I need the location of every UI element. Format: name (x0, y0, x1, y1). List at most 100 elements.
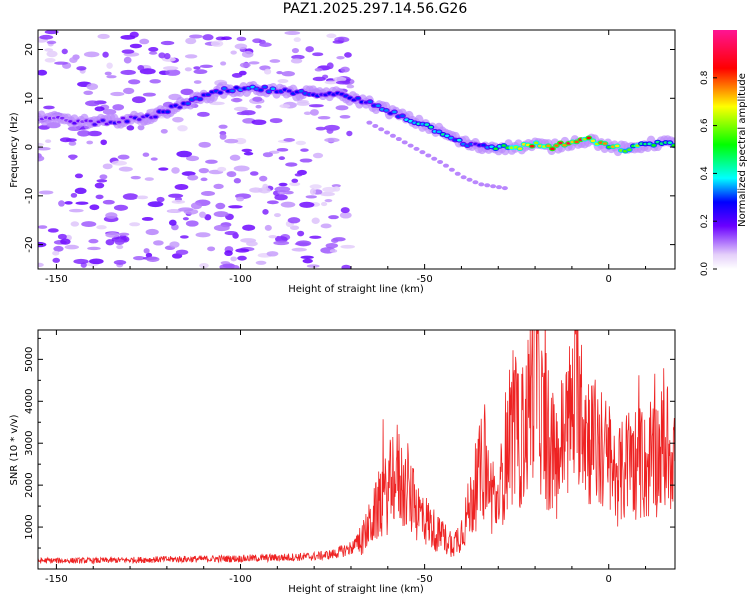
spectrogram-noise-blob (309, 184, 322, 189)
spectrogram-noise-blob (102, 163, 113, 170)
spectrogram-noise-blob (264, 68, 272, 75)
spectrogram-x-tick-label: -50 (416, 274, 432, 285)
spectrogram-noise-blob (44, 30, 59, 35)
spectrogram-noise-blob (295, 240, 312, 247)
spectrogram-noise-blob (120, 69, 136, 75)
spectrogram-noise-blob (269, 118, 283, 124)
spectrogram-branch-blob (495, 185, 502, 190)
spectrogram-y-tick-label: 10 (24, 92, 35, 105)
spectrogram-noise-blob (199, 211, 206, 218)
spectrogram-noise-blob (68, 141, 77, 146)
spectrogram-noise-blob (168, 193, 184, 198)
spectrogram-noise-blob (329, 249, 338, 253)
spectrogram-noise-blob (278, 156, 286, 161)
spectrogram-branch-blob (472, 180, 479, 185)
spectrogram-noise-blob (273, 240, 290, 246)
spectrogram-noise-blob (324, 80, 338, 85)
spectrogram-noise-blob (195, 232, 211, 238)
spectrogram-noise-blob (289, 181, 301, 187)
snr-y-tick-label: 2000 (24, 472, 35, 497)
spectrogram-branch-blob (490, 184, 497, 189)
spectrogram-noise-blob (114, 238, 125, 246)
spectrogram-ridge-core (124, 120, 130, 123)
spectrogram-noise-blob (231, 264, 240, 269)
spectrogram-noise-blob (130, 175, 141, 180)
spectrogram-noise-blob (133, 256, 146, 261)
snr-y-tick-label: 3000 (24, 430, 35, 455)
spectrogram-noise-blob (233, 165, 250, 172)
spectrogram-x-ticks: -150 -100 -50 0 (45, 30, 647, 285)
spectrogram-noise-blob (251, 119, 267, 126)
spectrogram-noise-blob (52, 257, 61, 263)
spectrogram-noise-blob (70, 192, 78, 198)
spectrogram-ridge-core (501, 144, 506, 147)
spectrogram-noise-blob (163, 53, 171, 60)
snr-panel: -150 -100 -50 0 1000 2000 3000 4000 5000 Height… (9, 329, 676, 595)
spectrogram-noise-blob (274, 194, 288, 201)
spectrogram-noise-blob (312, 76, 326, 82)
spectrogram-noise-blob (278, 182, 288, 187)
spectrogram-noise-blob (65, 138, 77, 142)
spectrogram-noise-blob (38, 262, 44, 267)
spectrogram-noise-blob (158, 52, 166, 59)
spectrogram-noise-blob (45, 139, 52, 143)
spectrogram-noise-blob (236, 36, 247, 42)
colorbar-label: Normalized spectral amplitude (737, 73, 748, 227)
spectrogram-noise-blob (74, 173, 83, 179)
spectrogram-ridge-core (262, 85, 268, 89)
spectrogram-noise-blob (197, 111, 210, 117)
spectrogram-noise-blob (283, 138, 296, 142)
spectrogram-noise-blob (156, 196, 165, 203)
spectrogram-x-axis-label: Height of straight line (km) (288, 284, 424, 295)
spectrogram-noise-blob (344, 52, 352, 58)
snr-x-tick-label: 0 (606, 574, 612, 585)
spectrogram-noise-blob (205, 159, 218, 164)
spectrogram-noise-blob (87, 130, 102, 137)
spectrogram-noise-blob (228, 205, 243, 209)
spectrogram-noise-blob (234, 43, 248, 50)
snr-y-tick-label: 1000 (24, 514, 35, 539)
colorbar-tick-label: 0.0 (700, 262, 710, 277)
spectrogram-noise-blob (105, 239, 115, 246)
spectrogram-noise-blob (139, 38, 150, 45)
spectrogram-branch-blob (460, 175, 467, 180)
spectrogram-noise-blob (46, 40, 57, 45)
spectrogram-noise-blob (255, 260, 267, 265)
colorbar: 0.0 0.2 0.4 0.6 0.8 Normalized spectral ampl… (700, 30, 748, 276)
spectrogram-noise-blob (38, 147, 51, 151)
spectrogram-noise-blob (326, 62, 334, 70)
spectrogram-noise-blob (324, 198, 333, 203)
spectrogram-ridge-core (355, 96, 361, 100)
spectrogram-noise-blob (213, 183, 224, 190)
spectrogram-ridge-core (627, 148, 632, 152)
spectrogram-noise-blob (248, 61, 260, 65)
spectrogram-noise-blob (236, 196, 245, 202)
spectrogram-noise-blob (139, 68, 156, 75)
spectrogram-y-ticks: -20 -10 0 10 20 (24, 43, 675, 253)
spectrogram-noise-blob (234, 137, 247, 145)
spectrogram-noise-blob (218, 124, 228, 129)
spectrogram-noise-blob (219, 133, 227, 140)
spectrogram-noise-blob (219, 263, 235, 269)
spectrogram-noise-blob (209, 101, 225, 106)
spectrogram-noise-blob (242, 224, 256, 231)
snr-x-ticks: -150 -100 -50 0 (45, 330, 647, 585)
spectrogram-noise-blob (122, 193, 139, 200)
spectrogram-noise-blob (44, 57, 56, 63)
spectrogram-ridge-core (651, 144, 656, 147)
spectrogram-noise-blob (145, 252, 153, 258)
spectrogram-noise-blob (64, 244, 79, 250)
spectrogram-ridge-core (205, 93, 211, 96)
spectrogram-ridge-core (120, 116, 126, 120)
spectrogram-noise-blob (299, 201, 315, 208)
spectrogram-noise-blob (276, 70, 283, 75)
spectrogram-ridge-core (546, 144, 551, 148)
spectrogram-noise-blob (320, 191, 335, 197)
spectrogram-ridge-core (218, 91, 223, 94)
spectrogram-noise-blob (341, 264, 351, 269)
figure-title: PAZ1.2025.297.14.56.G26 (282, 1, 468, 17)
spectrogram-ridge-core (376, 104, 381, 108)
spectrogram-noise-blob (252, 96, 263, 102)
spectrogram-noise-blob (246, 241, 258, 247)
snr-x-axis-label: Height of straight line (km) (288, 584, 424, 595)
